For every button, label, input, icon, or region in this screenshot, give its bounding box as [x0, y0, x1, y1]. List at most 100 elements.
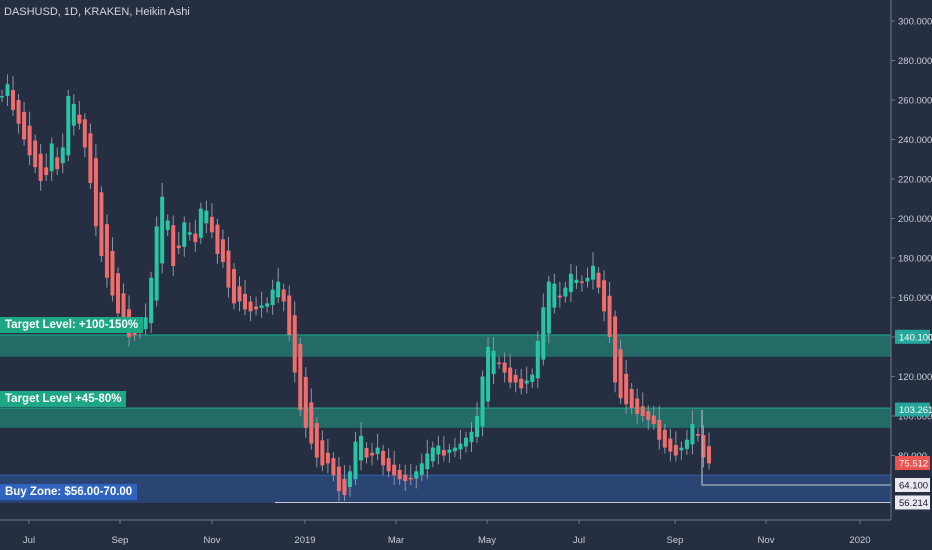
zone-band: [0, 475, 891, 503]
candle-body: [370, 452, 375, 456]
candle-body: [441, 450, 446, 456]
candle-body: [359, 435, 364, 461]
candle-body: [386, 458, 391, 472]
candle-body: [154, 226, 159, 301]
candle-body: [524, 380, 529, 384]
price-marker-bg: [895, 402, 930, 417]
candle-body: [0, 96, 4, 98]
candle-body: [508, 367, 513, 383]
candle-body: [486, 346, 491, 402]
candle-body: [651, 415, 656, 424]
candle-body: [243, 293, 248, 310]
price-marker-bg: [895, 495, 930, 510]
candle-body: [347, 471, 352, 487]
candle-body: [226, 250, 231, 288]
candle-body: [657, 419, 662, 440]
candle-body: [165, 220, 170, 231]
candle-body: [452, 447, 457, 452]
candle-body: [160, 196, 165, 264]
candle-body: [491, 350, 496, 375]
candle-body: [591, 265, 596, 280]
zone-band: [0, 335, 891, 357]
candle-body: [5, 84, 10, 97]
candle-body: [629, 388, 634, 409]
candle-body: [99, 192, 104, 257]
x-tick-label: May: [478, 535, 496, 546]
candle-body: [690, 423, 695, 445]
candle-body: [44, 167, 49, 176]
candle-body: [187, 232, 192, 235]
x-tick-label: Nov: [758, 535, 775, 546]
candle-body: [237, 286, 242, 302]
zone-label: Buy Zone: $56.00-70.00: [0, 484, 138, 501]
candle-body: [171, 225, 176, 266]
candle-body: [707, 446, 711, 464]
candle-body: [695, 434, 700, 436]
candle-body: [430, 447, 435, 462]
candle-body: [182, 222, 187, 247]
candle-body: [143, 317, 148, 330]
candle-body: [414, 471, 419, 479]
zone-band: [0, 408, 891, 428]
price-markers: 140.100 103.261 75.512 64.100 56.214: [895, 329, 932, 510]
zone-label: Target Level +45-80%: [0, 391, 127, 408]
guide-line-64: [701, 410, 891, 486]
candle-body: [88, 133, 93, 183]
candle-body: [71, 103, 76, 126]
price-marker-bg: [895, 456, 930, 470]
candle-body: [303, 376, 308, 428]
candle-body: [353, 441, 358, 480]
candle-body: [646, 411, 651, 420]
candle-body: [254, 306, 259, 310]
candle-body: [541, 307, 546, 360]
candle-body: [392, 464, 397, 476]
guide-lines: [275, 410, 891, 503]
y-tick-label: 160.000: [898, 293, 932, 304]
candle-body: [662, 429, 667, 448]
y-tick-label: 180.000: [898, 254, 932, 265]
candle-body: [342, 478, 347, 495]
candle-body: [325, 452, 330, 464]
candle-body: [33, 140, 38, 168]
price-marker-label: 75.512: [899, 459, 928, 470]
x-tick-label: Jul: [23, 535, 35, 546]
x-tick-label: Sep: [112, 535, 129, 546]
zone-label: Target Level: +100-150%: [0, 317, 144, 334]
candle-body: [624, 373, 629, 405]
candle-body: [475, 416, 480, 437]
candle-body: [27, 125, 32, 156]
candle-body: [497, 362, 502, 365]
candle-body: [314, 423, 319, 458]
x-tick-label: Sep: [667, 535, 684, 546]
candle-body: [104, 224, 109, 278]
candle-body: [149, 277, 154, 324]
candle-body: [209, 216, 214, 233]
candle-body: [38, 153, 43, 181]
candle-body: [66, 96, 71, 156]
candle-body: [364, 448, 369, 458]
candle-body: [585, 277, 590, 282]
candle-body: [546, 281, 551, 334]
candle-body: [519, 378, 524, 389]
candle-body: [502, 362, 507, 373]
candle-body: [552, 283, 557, 308]
candle-body: [701, 434, 706, 458]
candle-body: [248, 301, 253, 312]
candle-body: [684, 439, 689, 449]
candle-body: [49, 143, 54, 172]
candle-body: [679, 447, 684, 451]
candle-body: [198, 208, 203, 238]
candle-body: [115, 273, 120, 314]
candle-body: [419, 463, 424, 475]
candle-body: [458, 443, 463, 450]
candle-body: [193, 233, 198, 243]
x-tick-label: Nov: [204, 535, 221, 546]
y-tick-label: 260.000: [898, 96, 932, 107]
candle-body: [607, 295, 612, 337]
price-marker-label: 64.100: [899, 481, 928, 492]
candle-body: [220, 239, 225, 262]
candle-body: [640, 406, 645, 416]
candle-body: [336, 466, 341, 492]
candle-body: [408, 477, 413, 480]
